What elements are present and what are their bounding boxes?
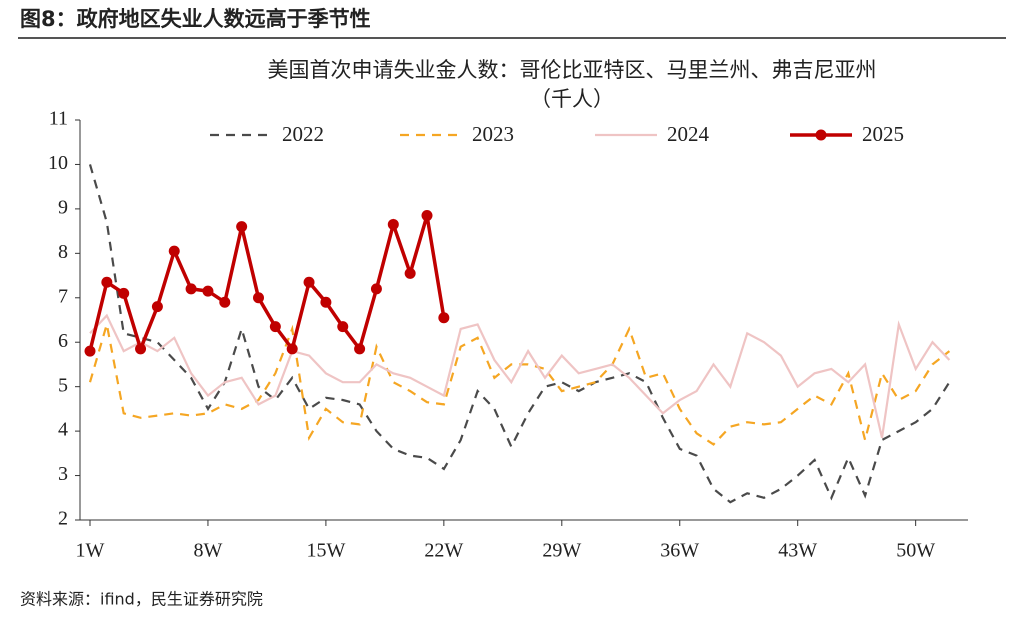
series-line [89,313,951,439]
chart-title: 美国首次申请失业金人数：哥伦比亚特区、马里兰州、弗吉尼亚州 [268,58,877,82]
point [151,301,163,313]
x-tick-label: 15W [306,540,345,562]
y-tick-label: 10 [48,152,68,174]
point [286,343,298,355]
legend-label: 2024 [667,122,710,146]
point [168,245,180,257]
y-tick-label: 3 [58,463,68,485]
point [387,218,399,230]
x-tick-label: 36W [660,540,699,562]
series-line [88,324,951,446]
y-tick-label: 9 [58,196,68,218]
chart-subtitle: （千人） [530,87,614,111]
point [135,343,147,355]
legend-marker [815,129,827,141]
y-tick-label: 4 [58,419,68,441]
series-line [88,164,951,504]
point [236,221,248,233]
y-tick-label: 11 [49,108,68,130]
point [185,283,197,295]
point [438,312,450,324]
point [404,267,416,279]
point [101,276,113,288]
point [118,287,130,299]
legend-label: 2022 [282,122,324,146]
point [303,276,315,288]
point [269,321,281,333]
legend-label: 2025 [862,122,904,146]
point [202,285,214,297]
point [337,321,349,333]
point [320,296,332,308]
point [84,345,96,357]
legend-label: 2023 [472,122,514,146]
point [421,210,433,222]
point [354,343,366,355]
source: 资料来源：ifind，民生证券研究院 [20,590,263,609]
header: 图8：政府地区失业人数远高于季节性 [20,7,371,31]
y-tick-label: 2 [58,508,68,530]
x-tick-label: 50W [896,540,935,562]
point [370,283,382,295]
x-tick-label: 29W [542,540,581,562]
point [219,296,231,308]
y-tick-label: 8 [58,241,68,263]
point [253,292,264,304]
y-tick-label: 6 [58,330,68,352]
x-tick-label: 1W [76,540,105,562]
series-line [88,215,446,355]
x-tick-label: 43W [778,540,817,562]
y-tick-label: 5 [58,374,68,396]
x-tick-label: 8W [194,540,223,562]
x-tick-label: 22W [424,540,463,562]
y-tick-label: 7 [58,285,68,307]
